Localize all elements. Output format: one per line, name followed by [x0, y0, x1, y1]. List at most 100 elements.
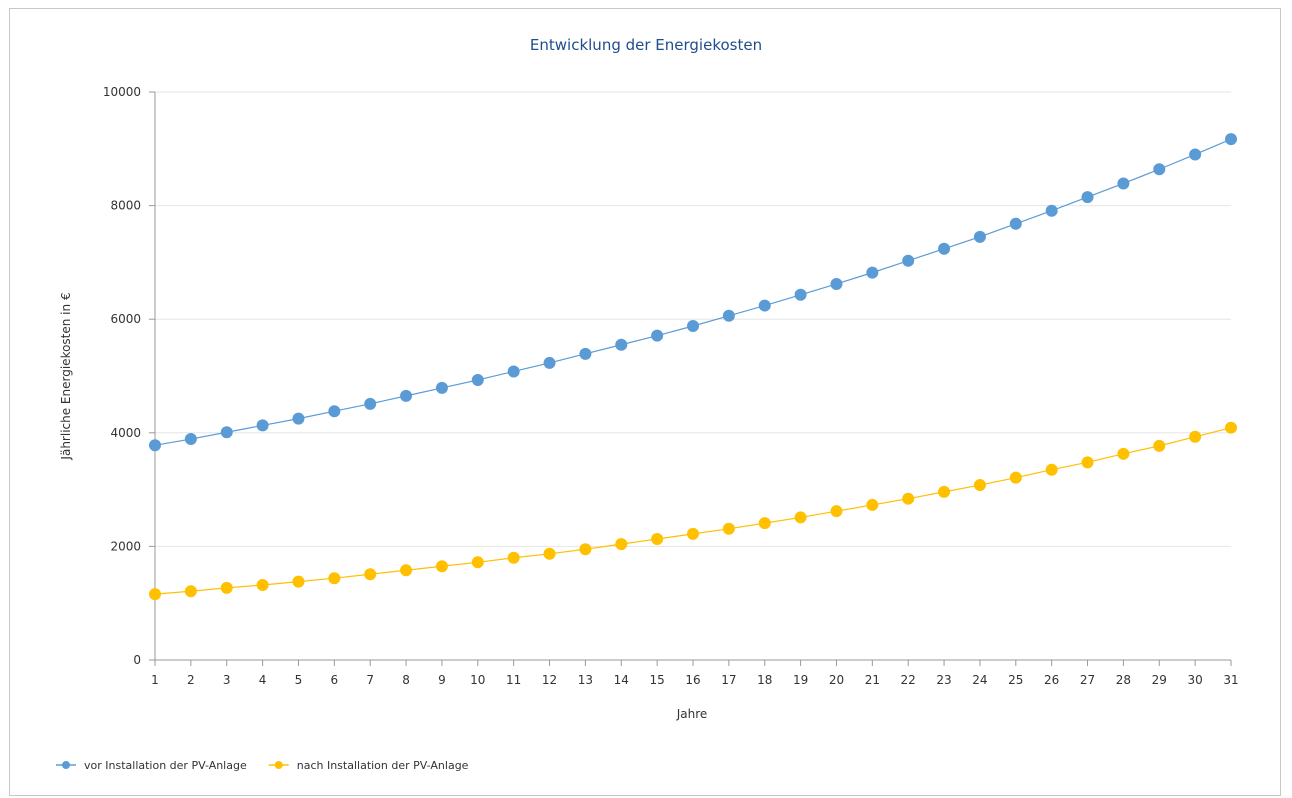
legend-label: vor Installation der PV-Anlage: [84, 759, 247, 772]
x-tick-label: 27: [1080, 673, 1095, 687]
x-tick-label: 5: [295, 673, 303, 687]
data-point[interactable]: [400, 389, 413, 402]
x-tick-label: 19: [793, 673, 808, 687]
data-point[interactable]: [687, 320, 699, 333]
x-tick-label: 20: [829, 673, 844, 687]
data-point[interactable]: [758, 299, 771, 312]
data-point[interactable]: [579, 347, 592, 360]
data-point[interactable]: [1009, 217, 1022, 230]
x-tick-label: 26: [1044, 673, 1059, 687]
x-tick-label: 24: [972, 673, 987, 687]
data-point[interactable]: [1153, 439, 1166, 452]
series-1: [149, 133, 1237, 452]
data-point[interactable]: [364, 568, 377, 581]
x-tick-label: 9: [438, 673, 446, 687]
legend: vor Installation der PV-Anlage nach Insta…: [56, 759, 469, 772]
data-point[interactable]: [220, 581, 233, 594]
data-point[interactable]: [507, 551, 520, 564]
data-point[interactable]: [902, 254, 915, 267]
data-point[interactable]: [184, 585, 197, 598]
data-point[interactable]: [830, 505, 843, 518]
data-point[interactable]: [615, 538, 628, 551]
data-point[interactable]: [328, 572, 341, 585]
legend-marker: [274, 761, 283, 769]
data-point[interactable]: [292, 575, 305, 588]
data-point[interactable]: [1081, 456, 1094, 469]
series-2: [149, 421, 1237, 601]
data-point[interactable]: [902, 492, 915, 505]
data-point[interactable]: [292, 412, 305, 425]
x-tick-label: 31: [1223, 673, 1238, 687]
x-tick-label: 30: [1187, 673, 1202, 687]
y-tick-label: 2000: [110, 539, 141, 553]
x-tick-label: 22: [901, 673, 916, 687]
data-point[interactable]: [973, 479, 986, 492]
data-point[interactable]: [400, 564, 413, 577]
data-point[interactable]: [866, 266, 879, 279]
data-point[interactable]: [471, 556, 484, 569]
data-point[interactable]: [471, 373, 484, 386]
data-point[interactable]: [758, 517, 771, 530]
data-point[interactable]: [1081, 191, 1094, 204]
data-point[interactable]: [830, 277, 843, 290]
data-point[interactable]: [256, 579, 269, 592]
data-point[interactable]: [1225, 133, 1237, 146]
x-tick-label: 21: [865, 673, 880, 687]
x-axis-label: Jahre: [676, 707, 708, 721]
data-point[interactable]: [543, 547, 556, 560]
legend-item-1[interactable]: vor Installation der PV-Anlage: [56, 759, 247, 772]
data-point[interactable]: [938, 485, 951, 498]
x-tick-label: 11: [506, 673, 521, 687]
data-point[interactable]: [543, 356, 556, 369]
data-point[interactable]: [1225, 421, 1237, 434]
data-point[interactable]: [938, 242, 951, 255]
legend-label: nach Installation der PV-Anlage: [297, 759, 469, 772]
data-point[interactable]: [651, 329, 664, 342]
legend-item-2[interactable]: nach Installation der PV-Anlage: [268, 759, 469, 772]
data-point[interactable]: [579, 543, 592, 556]
data-point[interactable]: [149, 439, 161, 452]
data-point[interactable]: [435, 381, 448, 394]
x-tick-label: 23: [936, 673, 951, 687]
data-point[interactable]: [651, 533, 664, 546]
data-point[interactable]: [364, 397, 377, 410]
data-point[interactable]: [256, 419, 269, 432]
x-tick-label: 1: [151, 673, 159, 687]
y-tick-label: 10000: [103, 85, 141, 99]
data-point[interactable]: [1045, 463, 1058, 476]
data-point[interactable]: [722, 309, 735, 322]
data-point[interactable]: [1009, 471, 1022, 484]
data-point[interactable]: [220, 426, 233, 439]
data-point[interactable]: [507, 365, 520, 378]
data-point[interactable]: [722, 522, 735, 535]
x-axis-ticks: 1 2 3 4 5 6 7 8 9 10 11 12 13 14 15 16 17 18 19 20 21 22 23 24 2…: [151, 660, 1239, 687]
x-tick-label: 3: [223, 673, 231, 687]
data-point[interactable]: [687, 527, 699, 540]
data-point[interactable]: [1117, 177, 1130, 190]
y-axis-label: Jährliche Energiekosten in €: [59, 292, 73, 460]
data-point[interactable]: [794, 511, 807, 524]
x-tick-label: 10: [470, 673, 485, 687]
x-tick-label: 18: [757, 673, 772, 687]
axes: [154, 92, 1231, 661]
data-point[interactable]: [328, 405, 341, 418]
data-point[interactable]: [1189, 430, 1202, 443]
data-point[interactable]: [973, 230, 986, 243]
series-layer: [149, 133, 1237, 601]
data-point[interactable]: [1045, 204, 1058, 217]
data-point[interactable]: [615, 338, 628, 351]
data-point[interactable]: [794, 288, 807, 301]
data-point[interactable]: [149, 588, 161, 601]
series-line: [154, 138, 1232, 446]
legend-marker: [62, 761, 70, 769]
data-point[interactable]: [184, 433, 197, 446]
data-point[interactable]: [1153, 163, 1166, 176]
data-point[interactable]: [1189, 148, 1202, 161]
data-point[interactable]: [435, 560, 448, 573]
series-line: [154, 427, 1232, 595]
x-tick-label: 28: [1116, 673, 1131, 687]
x-tick-label: 6: [331, 673, 339, 687]
data-point[interactable]: [1117, 447, 1130, 460]
data-point[interactable]: [866, 498, 879, 511]
x-tick-label: 7: [366, 673, 374, 687]
